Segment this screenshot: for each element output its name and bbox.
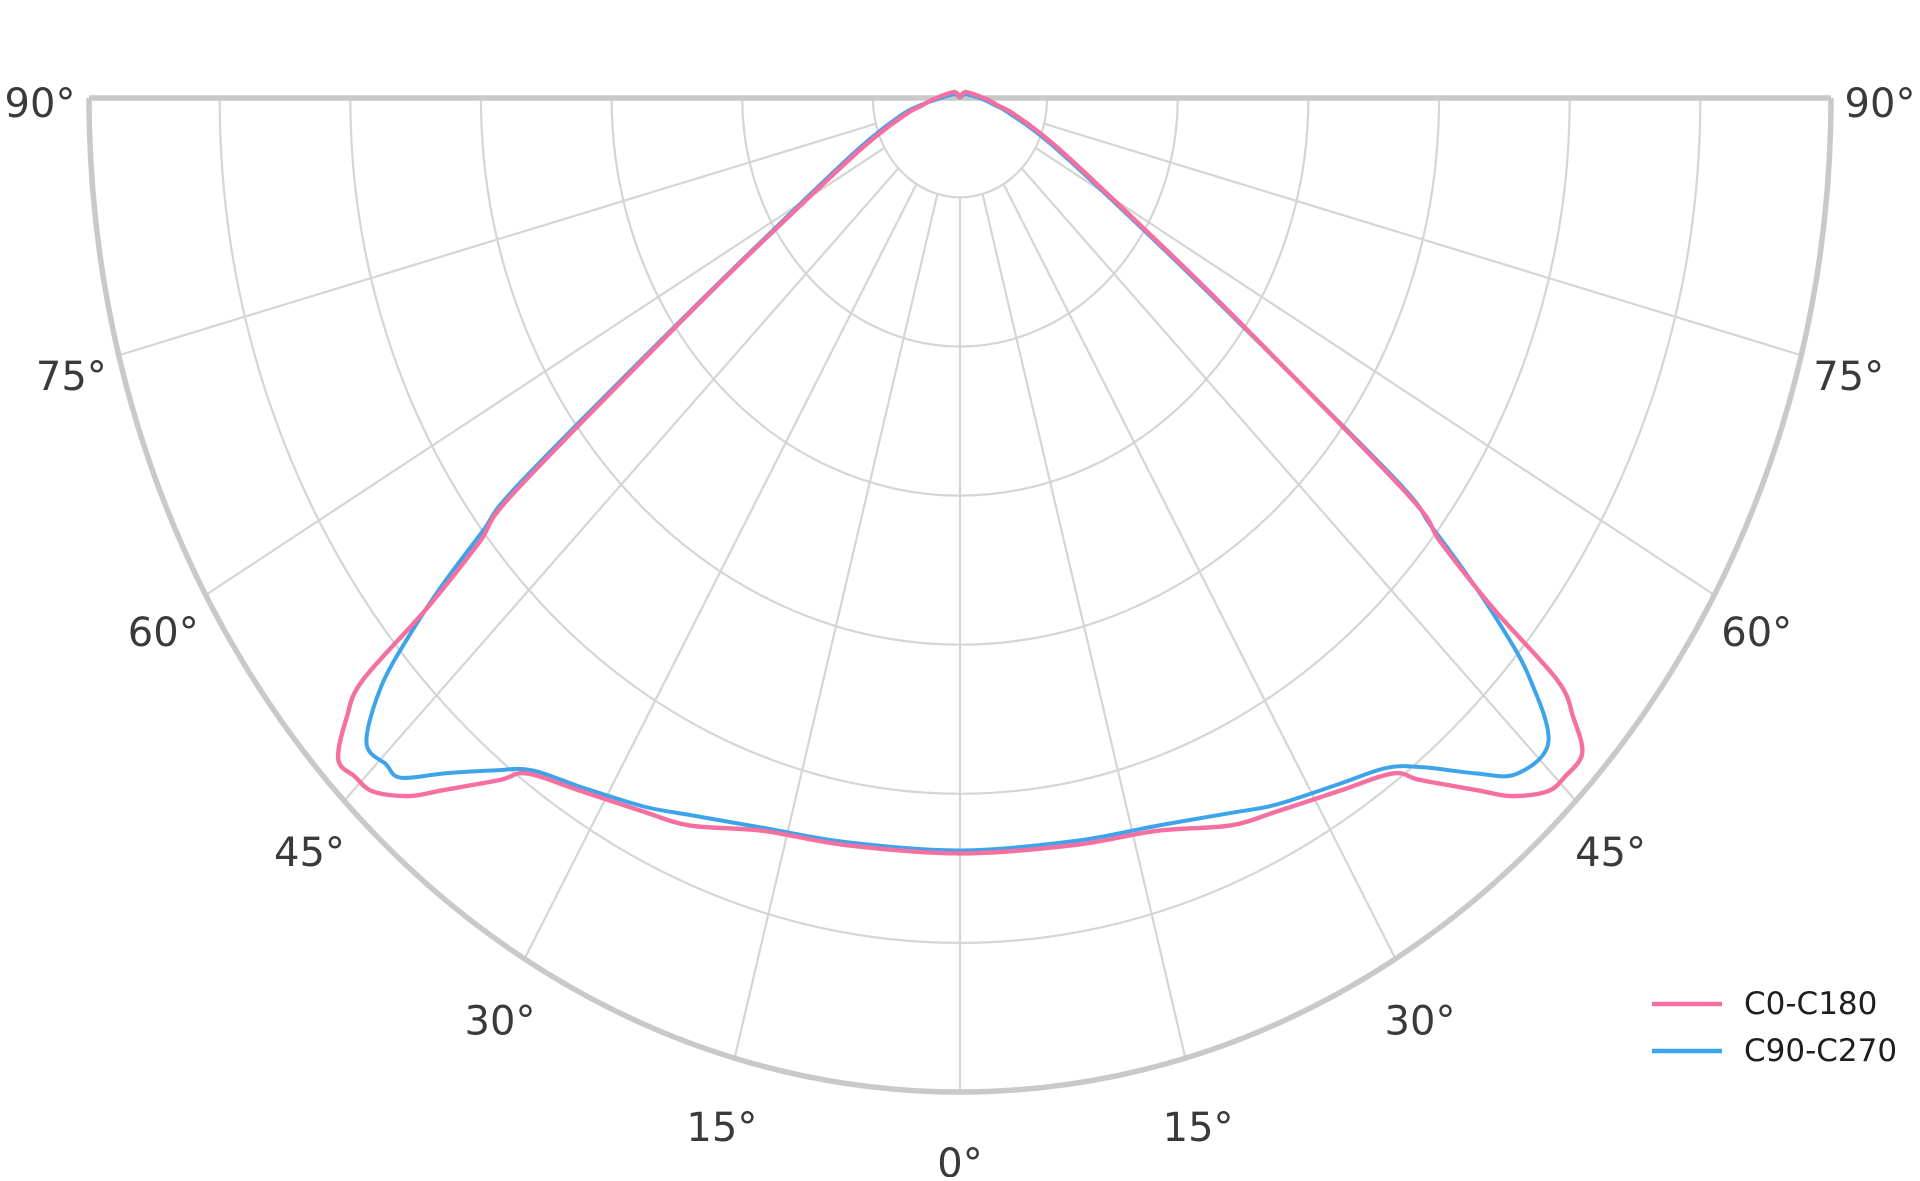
angle-label: 30°: [465, 999, 536, 1045]
angle-label: 90°: [1845, 81, 1916, 127]
polar-grid: [86, 98, 1834, 1095]
grid-radial-line: [205, 146, 886, 596]
legend: C0-C180 C90-C270: [1652, 986, 1897, 1069]
outer-boundary-arc: [86, 98, 1834, 1095]
legend-label-c90-c270: C90-C270: [1744, 1033, 1897, 1069]
grid-radial-line: [1002, 183, 1397, 960]
grid-radial-line: [1043, 122, 1802, 357]
angle-label: 75°: [1813, 354, 1884, 400]
grid-radial-line: [523, 183, 918, 960]
grid-radial-line: [1034, 146, 1715, 596]
angle-axis-labels: 90° 75° 60° 45° 30° 15° 0° 15° 30° 45° 60° 75° 90°: [5, 81, 1916, 1181]
grid-radial-line: [981, 193, 1187, 1059]
grid-radial-line: [733, 193, 939, 1059]
angle-label: 15°: [686, 1105, 757, 1151]
curve-c0-c180: [335, 89, 1585, 856]
angle-label: 0°: [937, 1141, 982, 1177]
grid-radial-line: [343, 167, 900, 802]
angle-label: 30°: [1385, 999, 1456, 1045]
angle-label: 75°: [36, 354, 107, 400]
grid-radial-line: [118, 122, 877, 357]
angle-label: 90°: [5, 81, 76, 127]
grid-radial-line: [1020, 167, 1577, 802]
angle-label: 45°: [274, 830, 345, 876]
angle-label: 15°: [1163, 1105, 1234, 1151]
curve-c90-c270: [364, 92, 1551, 853]
angle-label: 60°: [128, 610, 199, 656]
angle-label: 45°: [1575, 830, 1646, 876]
legend-label-c0-c180: C0-C180: [1744, 986, 1877, 1022]
angle-label: 60°: [1721, 610, 1792, 656]
intensity-curves: [335, 89, 1585, 856]
